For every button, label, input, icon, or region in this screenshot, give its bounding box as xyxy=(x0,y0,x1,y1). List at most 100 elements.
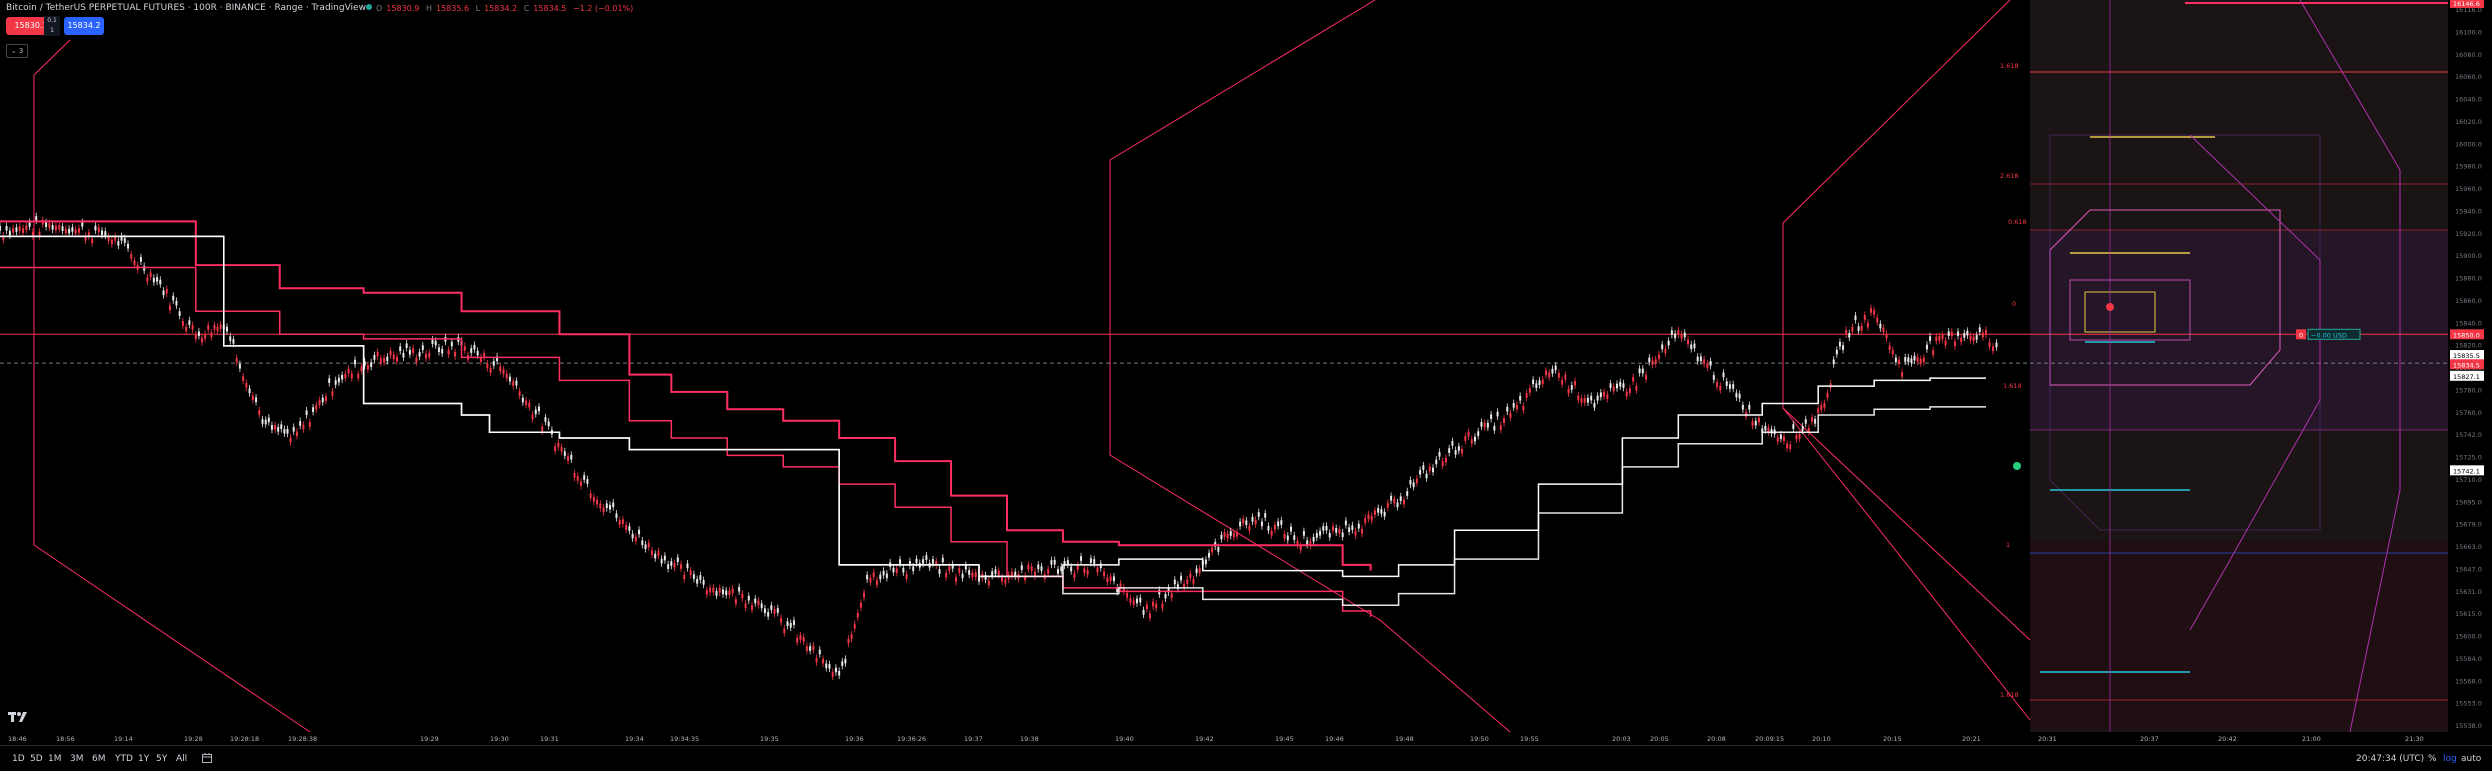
candle-body xyxy=(1603,391,1606,397)
candle-body xyxy=(715,591,718,596)
candle-body xyxy=(318,400,321,405)
candle-body xyxy=(570,454,573,460)
timeframe-1m[interactable]: 1M xyxy=(48,754,62,764)
price-tag-text: 15835.5 xyxy=(2453,352,2480,360)
projection-box-core xyxy=(2084,291,2156,333)
log-toggle[interactable]: log xyxy=(2443,754,2457,764)
timeframe-6m[interactable]: 6M xyxy=(92,754,106,764)
candle-body xyxy=(51,225,54,230)
candle-body xyxy=(245,382,248,388)
candle-body xyxy=(1220,534,1223,540)
candle-body xyxy=(373,355,376,360)
y-tick-label: 15760.0 xyxy=(2455,409,2482,417)
x-tick-label: 20:03 xyxy=(1612,735,1631,743)
candle-body xyxy=(1628,388,1631,393)
x-tick-label: 19:28:18 xyxy=(230,735,259,743)
candle-body xyxy=(175,300,178,306)
candle-body xyxy=(1525,393,1528,398)
x-tick-label: 19:50 xyxy=(1470,735,1489,743)
candle-body xyxy=(178,311,181,316)
candle-body xyxy=(0,226,1,231)
timeframe-all[interactable]: All xyxy=(176,754,188,764)
candle-body xyxy=(1528,388,1531,393)
candle-body xyxy=(1885,333,1888,339)
candle-body xyxy=(573,473,576,478)
candle-body xyxy=(94,225,97,231)
percent-toggle[interactable]: % xyxy=(2428,754,2437,764)
candle-body xyxy=(1674,333,1677,339)
y-tick-label: 15725.0 xyxy=(2455,454,2482,462)
candle-body xyxy=(686,563,689,569)
candle-body xyxy=(541,426,544,432)
candle-body xyxy=(902,567,905,573)
candle-body xyxy=(1641,368,1644,374)
candle-body xyxy=(185,326,188,332)
timeframe-5d[interactable]: 5D xyxy=(30,754,43,764)
candle-body xyxy=(207,325,210,330)
timeframe-1d[interactable]: 1D xyxy=(12,754,25,764)
candle-body xyxy=(1030,566,1033,572)
spread-readout: 0.1 1 xyxy=(44,16,60,36)
tradingview-logo-icon[interactable] xyxy=(8,710,28,724)
candle-body xyxy=(579,481,582,487)
candle-body xyxy=(324,396,327,401)
candle-body xyxy=(434,340,437,346)
candle-body xyxy=(450,341,453,347)
candle-body xyxy=(437,347,440,353)
candle-body xyxy=(1299,545,1302,551)
candle-body xyxy=(741,593,744,599)
timeframe-3m[interactable]: 3M xyxy=(70,754,84,764)
price-chart[interactable]: 16116.0 16100.0 16080.0 16060.0 16040.0 16020… xyxy=(0,0,2492,745)
buy-button[interactable]: 15834.2 xyxy=(64,17,104,35)
candle-body xyxy=(489,367,492,373)
candle-body xyxy=(1192,579,1195,584)
candle-body xyxy=(1315,533,1318,538)
candle-body xyxy=(68,228,71,234)
x-tick-label: 18:46 xyxy=(8,735,27,743)
candle-body xyxy=(1373,510,1376,515)
candle-body xyxy=(1155,603,1158,609)
y-tick-label: 15584.0 xyxy=(2455,655,2482,663)
candle-body xyxy=(971,572,974,578)
x-tick-label: 21:30 xyxy=(2405,735,2424,743)
candle-body xyxy=(834,667,837,673)
y-tick-label: 15780.0 xyxy=(2455,386,2482,394)
candle-body xyxy=(534,409,537,415)
candle-body xyxy=(1142,610,1145,615)
x-tick-label: 20:09:15 xyxy=(1755,735,1784,743)
series-line-pink xyxy=(0,220,1372,571)
candle-body xyxy=(560,446,563,452)
timeframe-5y[interactable]: 5Y xyxy=(156,754,168,764)
candle-body xyxy=(28,222,31,227)
candle-body xyxy=(1619,381,1622,387)
candle-body xyxy=(366,365,369,370)
x-tick-label: 19:38 xyxy=(1020,735,1039,743)
candle-body xyxy=(31,231,34,237)
candle-body xyxy=(120,236,123,241)
candle-body xyxy=(1419,469,1422,475)
candle-body xyxy=(54,225,57,231)
candle-body xyxy=(866,574,869,580)
candle-body xyxy=(61,226,64,231)
utc-clock[interactable]: 20:47:34 (UTC) xyxy=(2356,754,2425,764)
indicators-toggle-button[interactable]: ⌄ 3 xyxy=(6,44,28,58)
timeframe-1y[interactable]: 1Y xyxy=(138,754,150,764)
candle-body xyxy=(1699,356,1702,362)
timeframe-ytd[interactable]: YTD xyxy=(115,754,133,764)
candle-body xyxy=(1657,354,1660,360)
sell-button[interactable]: 15830.1 xyxy=(6,17,56,35)
symbol-title[interactable]: Bitcoin / TetherUS PERPETUAL FUTURES · 1… xyxy=(6,3,366,13)
candle-body xyxy=(1357,523,1360,529)
candle-body xyxy=(1922,357,1925,363)
candle-body xyxy=(454,351,457,357)
candle-body xyxy=(1786,443,1789,449)
candle-body xyxy=(405,343,408,349)
candle-body xyxy=(1286,535,1289,541)
candle-body xyxy=(1722,372,1725,378)
drawing-polygon-mid-top xyxy=(1109,0,1376,161)
calendar-icon[interactable] xyxy=(202,753,212,763)
candle-body xyxy=(38,231,41,237)
y-tick-label: 15679.0 xyxy=(2455,521,2482,529)
candle-body xyxy=(344,373,347,379)
auto-toggle[interactable]: auto xyxy=(2461,754,2482,764)
